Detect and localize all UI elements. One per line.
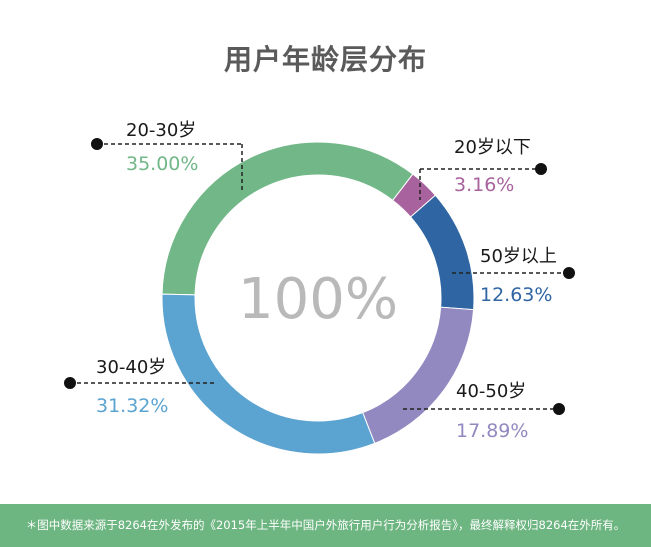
label-under-20: 20岁以下 — [454, 137, 531, 158]
label-30-40: 30-40岁 — [96, 357, 166, 378]
callout-20-30: 20-30岁 35.00% — [91, 120, 243, 190]
center-total-label: 100% — [238, 267, 398, 332]
value-20-30: 35.00% — [126, 153, 198, 175]
donut-chart: 100% 20-30岁 35.00% 20岁以下 3.16% 50岁以上 12.… — [64, 120, 575, 455]
chart-title: 用户年龄层分布 — [223, 43, 427, 76]
value-40-50: 17.89% — [456, 420, 528, 442]
callout-40-50: 40-50岁 17.89% — [403, 381, 565, 442]
footer-note: ＊图中数据来源于8264在外发布的《2015年上半年中国户外旅行用户行为分析报告… — [0, 504, 651, 547]
callout-dot-30-40 — [64, 377, 76, 389]
slice-30-40 — [161, 293, 376, 455]
callout-dot-40-50 — [553, 403, 565, 415]
callout-over-50: 50岁以上 12.63% — [452, 246, 575, 306]
value-30-40: 31.32% — [96, 395, 168, 417]
label-over-50: 50岁以上 — [480, 246, 557, 267]
value-under-20: 3.16% — [454, 174, 514, 196]
label-20-30: 20-30岁 — [126, 120, 196, 141]
callout-dot-over-50 — [563, 267, 575, 279]
callout-dot-20-30 — [91, 138, 103, 150]
callout-dot-under-20 — [535, 163, 547, 175]
slice-over-50 — [409, 194, 475, 311]
label-40-50: 40-50岁 — [456, 381, 526, 402]
value-over-50: 12.63% — [480, 284, 552, 306]
donut-slices — [161, 141, 475, 455]
callout-under-20: 20岁以下 3.16% — [419, 137, 547, 200]
callout-30-40: 30-40岁 31.32% — [64, 357, 216, 417]
